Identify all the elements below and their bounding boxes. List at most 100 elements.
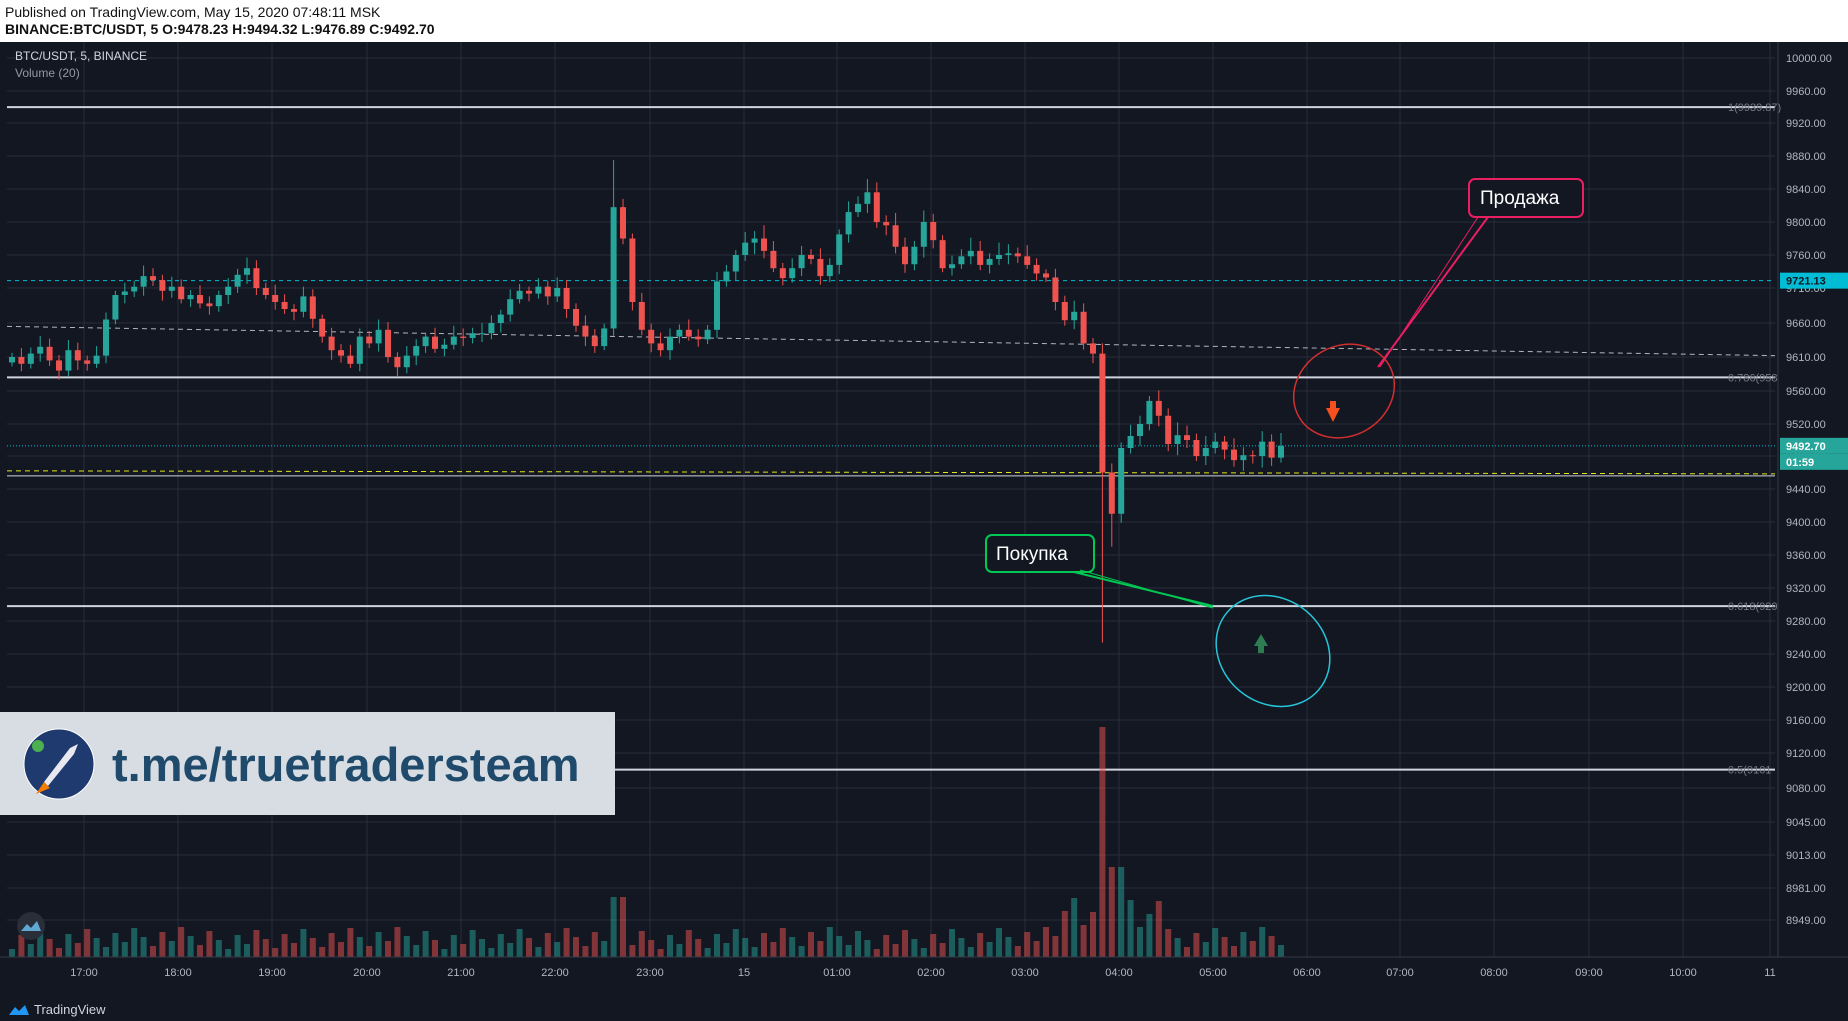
volume-bar	[1127, 900, 1134, 957]
candle-body	[1071, 311, 1078, 321]
grid	[7, 42, 1775, 957]
volume-bar	[732, 929, 739, 957]
sell-arrow-stem	[1330, 401, 1336, 409]
candle-body	[695, 336, 702, 340]
x-tick-label: 08:00	[1480, 967, 1508, 979]
volume-bar	[1043, 927, 1049, 957]
candle-body	[1268, 441, 1275, 458]
volume-bar	[262, 939, 269, 957]
volume-bar	[394, 927, 401, 957]
fib-label: 0.618(929	[1728, 601, 1778, 613]
chart-logo-icon[interactable]	[17, 912, 45, 940]
candle-body	[845, 212, 852, 235]
candle-body	[1165, 415, 1172, 444]
candle-body	[789, 268, 796, 279]
candle-body	[121, 291, 128, 295]
volume-bar	[450, 935, 457, 957]
x-tick-label: 15	[738, 967, 750, 979]
price-chart[interactable]: 1(9939.87) 0.786(958 0.618(929 0.5(9101 100…	[0, 42, 1848, 1000]
candle-body	[949, 264, 955, 269]
fib-levels: 1(9939.87) 0.786(958 0.618(929 0.5(9101	[6, 102, 1781, 777]
candle-body	[920, 222, 927, 247]
volume-bar	[1221, 937, 1228, 957]
last-price-label: 9492.70	[1786, 441, 1826, 453]
volume-bar	[958, 938, 965, 957]
candle-body	[479, 333, 485, 335]
x-tick-label: 11	[1764, 967, 1775, 979]
x-tick-label: 04:00	[1105, 967, 1133, 979]
candle-body	[629, 238, 636, 302]
volume-bar	[544, 933, 551, 957]
volume-bar	[103, 947, 109, 957]
y-tick-label: 9080.00	[1786, 783, 1826, 795]
x-tick-label: 10:00	[1669, 967, 1697, 979]
volume-bar	[497, 934, 504, 957]
candle-body	[178, 286, 185, 300]
volume-bar	[432, 940, 438, 957]
candle-body	[450, 336, 457, 345]
x-tick-label: 02:00	[917, 967, 945, 979]
banner-text[interactable]: t.me/truetradersteam	[112, 738, 580, 791]
candle-body	[338, 350, 344, 356]
candle-body	[1259, 441, 1266, 456]
candle-body	[864, 192, 871, 204]
volume-bar	[723, 943, 730, 957]
volume-bar	[1071, 898, 1078, 957]
candle-body	[403, 355, 410, 368]
y-tick-label: 9160.00	[1786, 715, 1826, 727]
volume-bar	[685, 930, 692, 957]
candle-body	[667, 336, 673, 351]
candle-body	[1108, 472, 1115, 514]
candle-body	[1080, 311, 1087, 344]
y-tick-label: 9240.00	[1786, 649, 1826, 661]
candle-body	[638, 302, 645, 330]
candle-body	[591, 336, 598, 347]
x-tick-label: 09:00	[1575, 967, 1603, 979]
candle-body	[808, 255, 814, 259]
candle-body	[883, 222, 890, 226]
candle-body	[1249, 455, 1256, 457]
y-axis: 10000.00 9960.00 9920.00 9880.00 9840.00 9800…	[1777, 42, 1848, 957]
telegram-banner[interactable]: t.me/truetradersteam	[0, 712, 615, 815]
volume-bar	[328, 933, 335, 957]
candle-body	[225, 286, 232, 295]
volume-bar	[225, 949, 232, 957]
y-tick-label: 9013.00	[1786, 850, 1826, 862]
candle-body	[761, 238, 767, 251]
volume-bar	[187, 936, 194, 957]
buy-arrow-stem	[1258, 645, 1264, 653]
volume-bar	[798, 946, 805, 957]
volume-bar	[1155, 901, 1162, 957]
buy-annotation[interactable]: Покупка	[985, 534, 1352, 729]
volume-bar	[648, 940, 655, 957]
candle-body	[319, 318, 326, 337]
volume-bar	[967, 947, 974, 957]
planet-icon	[32, 740, 44, 752]
volume-bar	[27, 944, 34, 957]
chart-area[interactable]: 1(9939.87) 0.786(958 0.618(929 0.5(9101 100…	[0, 42, 1848, 1021]
volume-bar	[1014, 946, 1021, 957]
candle-body	[855, 203, 861, 213]
volume-bar	[855, 931, 861, 957]
volume-bar	[676, 944, 683, 957]
x-tick-label: 17:00	[70, 967, 98, 979]
x-tick-label: 06:00	[1293, 967, 1321, 979]
volume-bar	[629, 945, 636, 957]
candle-body	[1014, 253, 1021, 257]
candle-body	[103, 319, 109, 356]
candle-body	[610, 207, 617, 329]
candle-body	[1221, 441, 1228, 450]
x-tick-label: 07:00	[1386, 967, 1414, 979]
volume-bar	[751, 947, 758, 957]
candle-body	[648, 329, 655, 344]
volume-bar	[930, 934, 937, 957]
volume-bar	[638, 931, 645, 957]
symbol-line: BINANCE:BTC/USDT, 5	[5, 21, 159, 37]
candle-body	[836, 234, 843, 265]
sell-annotation[interactable]: Продажа	[1276, 178, 1584, 456]
volume-bar	[563, 928, 570, 957]
fib-label: 1(9939.87)	[1728, 102, 1781, 114]
volume-bar	[1099, 727, 1106, 957]
candle-body	[347, 355, 354, 364]
candle-body	[375, 329, 382, 344]
